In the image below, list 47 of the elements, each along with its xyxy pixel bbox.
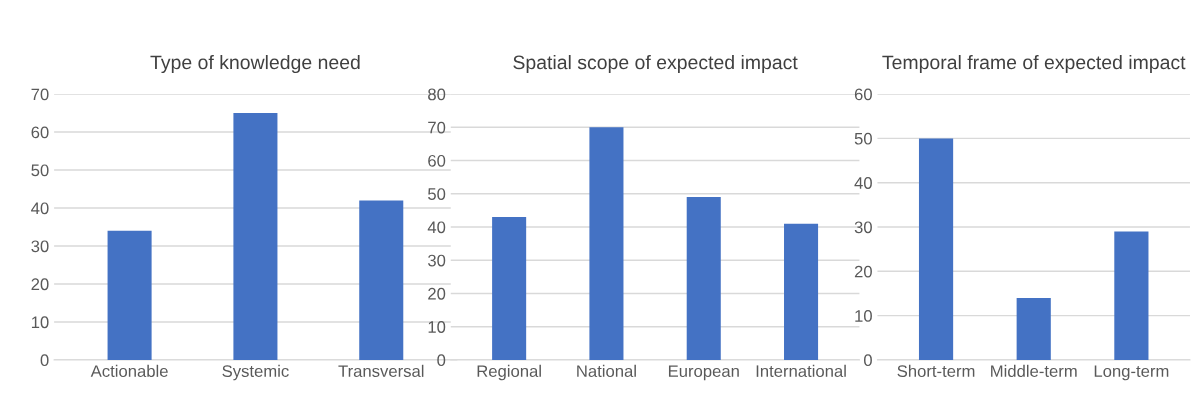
y-tick-label: 0 — [863, 354, 872, 367]
x-tick-label: International — [756, 364, 846, 378]
y-tick-label: 20 — [31, 278, 49, 291]
y-tick-label: 30 — [31, 240, 49, 253]
x-tick-label: National — [577, 364, 636, 378]
y-tick-label: 80 — [428, 88, 446, 101]
y-tick-label: 0 — [437, 354, 446, 367]
x-tick-label: Long-term — [1094, 365, 1169, 381]
chart-title: Type of knowledge need — [150, 54, 360, 74]
y-tick-label: 20 — [428, 287, 446, 300]
x-tick-label: Regional — [477, 364, 541, 381]
x-tick-label: Middle-term — [991, 364, 1077, 378]
y-tick-label: 30 — [854, 221, 872, 234]
y-tick-label: 70 — [428, 121, 446, 134]
x-tick-label: Short-term — [897, 364, 975, 378]
y-tick-label: 60 — [428, 154, 446, 167]
bar — [107, 230, 152, 360]
y-tick-label: 50 — [854, 132, 872, 145]
y-tick-label: 10 — [855, 310, 872, 322]
y-tick-label: 10 — [428, 321, 446, 333]
y-tick-label: 50 — [31, 164, 49, 177]
x-tick-label: European — [668, 365, 739, 381]
y-tick-label: 60 — [854, 88, 872, 101]
bar — [589, 127, 624, 360]
y-tick-label: 30 — [427, 254, 446, 267]
x-tick-label: Transversal — [338, 364, 424, 378]
chart-title: Temporal frame of expected impact — [882, 54, 1186, 74]
y-tick-label: 40 — [31, 202, 49, 215]
y-tick-label: 40 — [854, 177, 872, 189]
y-tick-label: 20 — [854, 265, 872, 278]
bar — [784, 223, 819, 360]
bar — [492, 217, 527, 360]
x-tick-label: Systemic — [222, 364, 289, 381]
x-tick-label: Actionable — [90, 364, 168, 378]
y-tick-label: 40 — [427, 221, 446, 234]
y-tick-label: 70 — [31, 88, 49, 101]
y-tick-label: 50 — [428, 188, 446, 200]
bar — [1114, 231, 1149, 360]
bar — [233, 113, 278, 360]
chart-title: Spatial scope of expected impact — [513, 54, 798, 74]
bar — [686, 197, 721, 360]
bar — [359, 200, 404, 360]
bar — [1016, 297, 1051, 360]
y-tick-label: 60 — [31, 126, 49, 139]
y-tick-label: 0 — [40, 354, 49, 367]
bar — [918, 138, 954, 360]
y-tick-label: 10 — [31, 316, 49, 329]
